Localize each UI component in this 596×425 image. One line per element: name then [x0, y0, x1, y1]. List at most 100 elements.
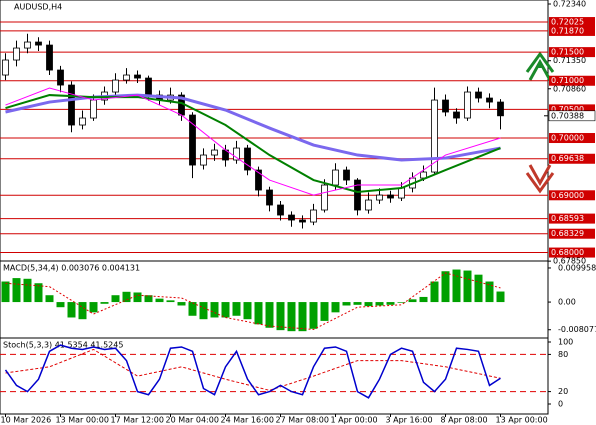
macd-bar: [1, 281, 10, 303]
candle-body: [134, 74, 141, 79]
candle-body: [310, 209, 317, 223]
stoch-title: Stoch(5,3,3) 41.5354 41.5245: [3, 341, 123, 350]
macd-bar: [452, 269, 461, 303]
level-label: 0.71500: [551, 48, 584, 57]
candle-body: [112, 79, 119, 93]
macd-bar: [441, 271, 450, 303]
y-tick-label: 0.009958: [558, 263, 596, 272]
level-label-box: [549, 190, 595, 201]
moving-average: [5, 87, 501, 196]
x-tick-label: 3 Apr 16:00: [386, 416, 433, 425]
macd-bar: [155, 298, 164, 303]
arrow-up: [525, 51, 555, 81]
macd-bar: [56, 302, 65, 308]
level-label-box: [549, 47, 595, 58]
level-label-box: [549, 75, 595, 86]
macd-bar: [23, 278, 32, 303]
candle-body: [35, 41, 42, 46]
macd-bar: [265, 302, 274, 328]
candle-body: [90, 99, 97, 119]
macd-bar: [67, 302, 76, 318]
macd-bar: [276, 302, 285, 331]
macd-bar: [331, 302, 340, 313]
level-label: 0.72025: [551, 18, 584, 27]
y-tick-label: 100: [558, 338, 573, 347]
level-label: 0.69638: [551, 154, 584, 163]
macd-bar: [133, 292, 142, 303]
candle-body: [343, 169, 350, 181]
level-label: 0.69000: [551, 191, 584, 200]
macd-bar: [287, 302, 296, 332]
level-label-box: [549, 17, 595, 28]
candle-body: [486, 97, 493, 103]
macd-bar: [320, 302, 329, 321]
macd-bar: [111, 295, 120, 303]
macd-bar: [386, 302, 395, 305]
candle-body: [365, 199, 372, 211]
macd-bar: [485, 281, 494, 303]
macd-bar: [122, 291, 131, 303]
macd-bar: [243, 302, 252, 320]
current-price-label: 0.70388: [551, 111, 584, 120]
candle-body: [288, 214, 295, 221]
macd-bar: [78, 302, 87, 320]
macd-bar: [474, 274, 483, 303]
macd-bar: [177, 302, 186, 306]
candle-body: [398, 187, 405, 199]
macd-bar: [188, 302, 197, 316]
level-label-box: [549, 213, 595, 224]
macd-bar: [199, 302, 208, 320]
macd-bar: [89, 302, 98, 313]
level-label: 0.71870: [551, 26, 584, 35]
macd-bar: [166, 300, 175, 303]
macd-bar: [210, 302, 219, 318]
macd-bar: [463, 270, 472, 303]
candle-body: [497, 101, 504, 117]
x-tick-label: 13 Mar 00:00: [56, 416, 109, 425]
candle-body: [2, 59, 9, 76]
candle-body: [475, 91, 482, 99]
x-tick-label: 1 Apr 00:00: [331, 416, 378, 425]
macd-bar: [100, 302, 109, 304]
y-tick-label: -0.008077: [558, 325, 596, 334]
stoch-main: [4, 344, 501, 399]
current-price-box: [548, 110, 596, 122]
candle-body: [453, 111, 460, 119]
y-tick-label: 0.71350: [553, 56, 586, 65]
level-label-box: [549, 153, 595, 164]
candle-body: [431, 99, 438, 173]
macd-bar: [12, 278, 21, 303]
y-tick-label: 0.72340: [553, 0, 586, 9]
y-tick-label: 0.00: [558, 298, 576, 307]
candle-body: [211, 149, 218, 156]
candle-body: [266, 189, 273, 206]
level-label-box: [549, 104, 595, 115]
y-tick-label: 0.67850: [553, 257, 586, 266]
candle-body: [46, 44, 53, 71]
candle-body: [24, 41, 31, 49]
level-label: 0.71000: [551, 76, 584, 85]
macd-bar: [45, 295, 54, 303]
candle-body: [200, 154, 207, 166]
candle-body: [79, 117, 86, 126]
macd-bar: [144, 295, 153, 303]
x-tick-label: 20 Mar 04:00: [166, 416, 219, 425]
macd-title: MACD(5,34,4) 0.003076 0.004131: [3, 264, 140, 273]
y-tick-label: 20: [558, 387, 568, 396]
x-tick-label: 24 Mar 16:00: [221, 416, 274, 425]
stoch-signal: [5, 348, 501, 391]
macd-bar: [364, 302, 373, 307]
candle-body: [68, 84, 75, 126]
macd-bar: [309, 302, 318, 329]
macd-bar: [342, 302, 351, 306]
x-tick-label: 10 Mar 2026: [1, 416, 52, 425]
macd-bar: [397, 302, 406, 303]
macd-bar: [419, 296, 428, 303]
candle-body: [387, 194, 394, 199]
candle-body: [57, 69, 64, 86]
macd-bar: [430, 281, 439, 303]
candle-body: [464, 91, 471, 119]
macd-bar: [221, 302, 230, 318]
macd-bar: [298, 302, 307, 332]
